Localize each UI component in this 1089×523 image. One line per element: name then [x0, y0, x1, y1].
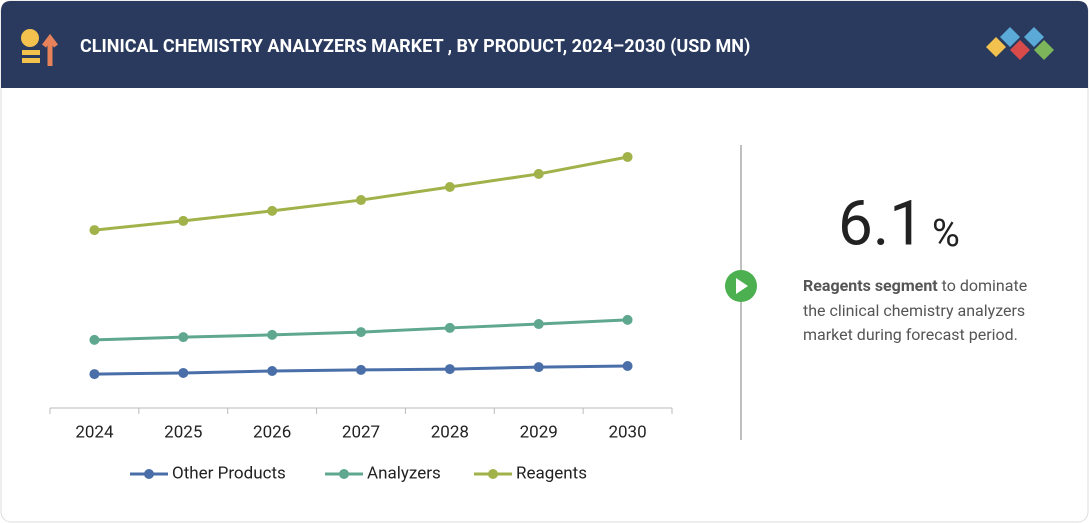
data-point — [178, 332, 189, 343]
data-point — [533, 362, 544, 373]
header-title: CLINICAL CHEMISTRY ANALYZERS MARKET , BY… — [80, 36, 750, 57]
data-point — [533, 168, 544, 179]
stat-unit: % — [932, 212, 960, 256]
data-point — [267, 205, 278, 216]
data-point — [533, 319, 544, 330]
legend-dot — [488, 469, 498, 479]
data-point — [267, 366, 278, 377]
data-point — [267, 329, 278, 340]
data-point — [356, 364, 366, 375]
description: Reagents segment to dominate the clinica… — [803, 274, 1033, 348]
data-point — [178, 367, 189, 378]
data-point — [356, 327, 366, 338]
data-point — [89, 334, 100, 345]
header-icon — [21, 29, 58, 66]
legend-label: Reagents — [516, 463, 587, 483]
data-point — [622, 314, 633, 325]
x-tick-label: 2030 — [608, 422, 646, 442]
x-tick-label: 2026 — [253, 422, 291, 442]
data-point — [89, 369, 100, 380]
data-point — [356, 195, 366, 206]
legend-label: Analyzers — [367, 463, 441, 483]
legend-dot — [144, 469, 154, 479]
description-bold: Reagents segment — [803, 276, 938, 295]
data-point — [444, 364, 455, 375]
x-tick-label: 2027 — [342, 422, 380, 442]
x-tick-label: 2029 — [520, 422, 558, 442]
data-point — [178, 215, 189, 226]
data-point — [89, 225, 100, 236]
x-tick-label: 2024 — [75, 422, 114, 442]
x-tick-label: 2025 — [164, 422, 202, 442]
data-point — [622, 151, 633, 162]
data-point — [444, 322, 455, 333]
data-point — [444, 181, 455, 192]
stat-value: 6.1 — [838, 187, 924, 260]
legend-label: Other Products — [172, 463, 286, 483]
legend-dot — [339, 469, 349, 479]
play-triangle — [736, 278, 748, 294]
data-point — [622, 361, 633, 372]
x-tick-label: 2028 — [431, 422, 469, 442]
logo — [986, 27, 1054, 60]
header-bar — [1, 1, 1088, 88]
description-text: to dominate the clinical chemistry analy… — [803, 276, 1028, 344]
